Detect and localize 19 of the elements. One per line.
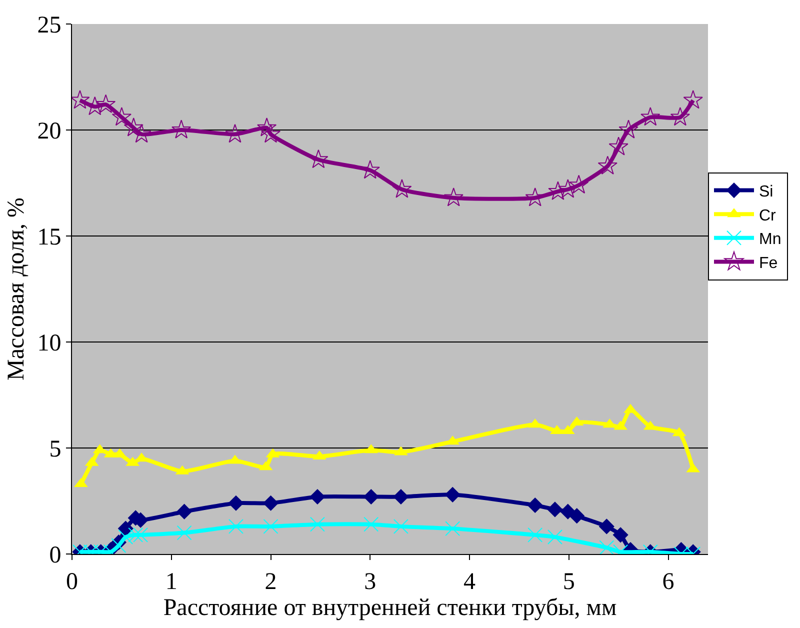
y-axis-title: Массовая доля, % bbox=[3, 198, 30, 380]
x-tick-label: 6 bbox=[662, 568, 674, 595]
legend-label: Si bbox=[759, 184, 774, 201]
x-tick-label: 1 bbox=[165, 568, 178, 595]
y-tick-label: 15 bbox=[37, 224, 62, 250]
legend-label: Cr bbox=[759, 207, 777, 224]
x-tick-label: 5 bbox=[562, 568, 575, 595]
y-tick-label: 0 bbox=[49, 542, 62, 568]
y-tick-label: 5 bbox=[49, 436, 62, 462]
y-tick-label: 20 bbox=[37, 118, 62, 144]
legend-label: Fe bbox=[759, 254, 778, 272]
x-axis-title: Расстояние от внутренней стенки трубы, мм bbox=[163, 595, 617, 622]
x-tick-label: 0 bbox=[66, 568, 78, 595]
legend-label: Mn bbox=[759, 231, 782, 248]
y-tick-label: 10 bbox=[37, 330, 62, 356]
x-tick-label: 3 bbox=[364, 568, 376, 595]
y-tick-label: 25 bbox=[37, 12, 62, 38]
x-tick-label: 2 bbox=[264, 568, 277, 595]
x-tick-label: 4 bbox=[464, 568, 476, 595]
